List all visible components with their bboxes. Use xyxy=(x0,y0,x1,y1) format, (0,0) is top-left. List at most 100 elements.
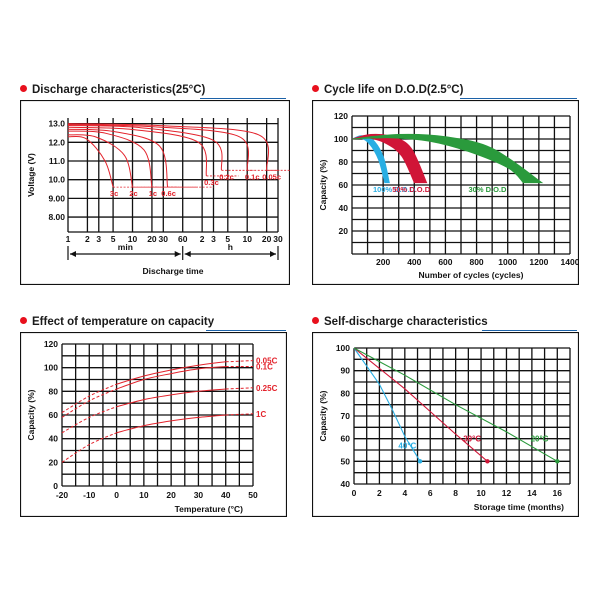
discharge-curve xyxy=(67,125,223,171)
panel-title-discharge: Discharge characteristics(25°C) xyxy=(20,84,205,96)
y-tick-label: 100 xyxy=(44,363,58,373)
end-point xyxy=(555,459,560,464)
y-tick-label: 80 xyxy=(49,386,59,396)
y-tick-label: 60 xyxy=(341,434,351,444)
x-tick-label: 20 xyxy=(166,490,176,500)
x-tick-label: 200 xyxy=(376,257,390,267)
series-label: 0.1C xyxy=(256,362,273,371)
x-tick-label: 2 xyxy=(85,234,90,244)
cycle-life-chart: 120 100 80 60 40 20 200 400 600 800 1000 1200 1400 Ca… xyxy=(312,100,579,285)
series-label: 3c xyxy=(110,189,118,198)
x-tick-label: 10 xyxy=(476,488,486,498)
bullet-icon xyxy=(312,85,319,92)
series-label: 20°C xyxy=(531,435,549,444)
self-discharge-chart: 100 90 80 70 60 50 400 2 4 6 8 10 12 14 16 Capacity (%)… xyxy=(312,332,579,517)
x-tick-label: 60 xyxy=(178,234,188,244)
series-label: 50% D.O.D xyxy=(392,185,431,194)
arrow-head xyxy=(184,251,191,257)
y-tick-label: 20 xyxy=(49,457,59,467)
x-tick-label: 2 xyxy=(377,488,382,498)
x-tick-label: 12 xyxy=(502,488,512,498)
self-discharge-line xyxy=(353,347,488,462)
discharge-curve xyxy=(67,123,270,171)
y-tick-label: 40 xyxy=(339,203,349,213)
series-label: 100% D.O.D xyxy=(373,185,416,194)
series-label: 0.1c xyxy=(245,172,260,181)
x-tick-label: 50 xyxy=(248,490,258,500)
x-tick-label: -20 xyxy=(56,490,69,500)
y-tick-label: 120 xyxy=(44,339,58,349)
panel-title-self-discharge: Self-discharge characteristics xyxy=(312,316,488,328)
temp-curve-dashed xyxy=(61,383,117,414)
x-tick-label: -10 xyxy=(83,490,96,500)
x-axis-label: Storage time (months) xyxy=(474,502,564,512)
cycle-band xyxy=(351,133,544,184)
y-axis-label: Capacity (%) xyxy=(318,159,328,210)
y-tick-label: 13.0 xyxy=(48,119,65,129)
chart-frame xyxy=(20,100,290,285)
y-tick-label: 0 xyxy=(53,481,58,491)
discharge-curve xyxy=(67,134,133,188)
discharge-curve xyxy=(67,126,208,177)
title-underline xyxy=(482,330,577,331)
x-axis-label: Discharge time xyxy=(143,266,204,276)
end-point xyxy=(485,459,490,464)
arrow-head xyxy=(270,251,276,257)
y-tick-label: 120 xyxy=(334,111,348,121)
y-tick-label: 10.0 xyxy=(48,175,65,185)
temp-curve-dashed xyxy=(61,406,117,434)
x-tick-label: 10 xyxy=(139,490,149,500)
y-tick-label: 9.00 xyxy=(48,193,65,203)
x-tick-label: 1 xyxy=(66,234,71,244)
series-label: 0.05C xyxy=(256,357,278,366)
x-tick-label: 2 xyxy=(200,234,205,244)
x-tick-label: 10 xyxy=(128,234,138,244)
x-tick-label: 0 xyxy=(352,488,357,498)
y-tick-label: 8.00 xyxy=(48,212,65,222)
chart-frame xyxy=(312,332,579,517)
x-tick-label: 30 xyxy=(159,234,169,244)
y-axis-label: Capacity (%) xyxy=(26,389,36,440)
x-tick-label: 0 xyxy=(114,490,119,500)
x-tick-label: 5 xyxy=(225,234,230,244)
series-label: 30°C xyxy=(463,435,481,444)
x-unit-label: min xyxy=(118,242,133,252)
series-label: 1c xyxy=(149,189,157,198)
discharge-curve xyxy=(67,128,169,188)
y-tick-label: 80 xyxy=(341,388,351,398)
y-tick-label: 80 xyxy=(339,157,349,167)
title-underline xyxy=(200,98,286,99)
self-discharge-line xyxy=(353,347,558,462)
y-axis-label: Voltage (V) xyxy=(26,153,36,197)
x-tick-label: 40 xyxy=(221,490,231,500)
x-tick-label: 8 xyxy=(453,488,458,498)
series-label: 2c xyxy=(129,189,137,198)
x-tick-label: 30 xyxy=(194,490,204,500)
x-axis-label: Number of cycles (cycles) xyxy=(419,270,524,280)
y-tick-label: 60 xyxy=(49,410,59,420)
temp-curve xyxy=(116,361,226,385)
x-tick-label: 16 xyxy=(553,488,563,498)
arrow-head xyxy=(174,251,181,257)
x-tick-label: 400 xyxy=(407,257,421,267)
bullet-icon xyxy=(312,317,319,324)
series-label: 0.05c xyxy=(262,172,281,181)
bullet-icon xyxy=(20,317,27,324)
x-tick-label: 3 xyxy=(211,234,216,244)
discharge-curve xyxy=(67,130,153,188)
temp-curve-dashed xyxy=(225,387,254,390)
series-label: 0.25C xyxy=(256,384,278,393)
x-tick-label: 6 xyxy=(428,488,433,498)
x-tick-label: 20 xyxy=(262,234,272,244)
temp-curve-dashed xyxy=(61,432,117,463)
bullet-icon xyxy=(20,85,27,92)
x-tick-label: 1400 xyxy=(561,257,579,267)
title-underline xyxy=(206,330,286,331)
discharge-curve xyxy=(67,124,250,171)
x-tick-label: 20 xyxy=(147,234,157,244)
x-tick-label: 800 xyxy=(469,257,483,267)
x-unit-label: h xyxy=(228,242,233,252)
series-label: 0.2c xyxy=(219,172,234,181)
series-label: 0.6c xyxy=(161,189,176,198)
y-axis-label: Capacity (%) xyxy=(318,390,328,441)
